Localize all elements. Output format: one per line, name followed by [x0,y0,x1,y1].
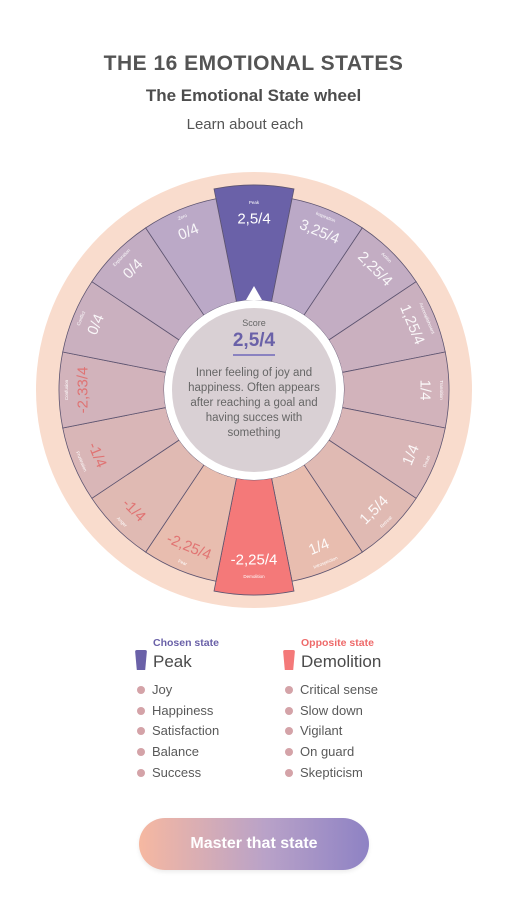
chosen-state-name: Peak [153,652,192,671]
trait-label: Success [152,764,202,780]
trait-label: Satisfaction [152,723,220,739]
trait-label: On guard [300,744,355,760]
master-state-button[interactable]: Master that state [139,818,369,870]
trait-label: Vigilant [300,723,343,739]
learn-link[interactable]: Learn about each [186,116,304,133]
wheel-graphic: 2,5/4Peak3,25/4Inspiration2,25/4Action1,… [36,172,472,608]
opposite-state-name: Demolition [301,652,382,671]
segment-name: Doubt [422,454,432,468]
trait-label: Happiness [152,702,214,718]
bullet-icon [285,748,293,757]
segment-name: Fear [177,558,188,566]
list-item: Joy [135,682,219,703]
wheel-segment [213,184,295,303]
bullet-icon [285,727,293,736]
bullet-icon [285,706,293,715]
chosen-traits-list: Joy Happiness Satisfaction Balance Succe… [135,682,219,785]
segment-score: 0/4 [84,312,108,338]
score-value: 2,5/4 [232,330,276,356]
chosen-kicker: Chosen state [153,637,219,649]
bullet-icon [137,686,145,694]
opposite-state: Opposite state Demolition Critical sense… [283,634,382,785]
trait-label: Critical sense [300,682,379,697]
segment-name: Confusion [64,379,69,400]
pointer-icon [246,286,262,300]
list-item: Critical sense [283,682,378,703]
list-item: Success [135,765,219,786]
trait-label: Skepticism [300,764,363,780]
page-subtitle: The Emotional State wheel [145,86,362,105]
list-item: On guard [283,744,378,765]
score-label: Score [242,318,266,328]
bullet-icon [137,748,145,757]
opposite-kicker: Opposite state [301,637,374,649]
segment-score: 1/4 [306,535,332,559]
list-item: Happiness [135,703,219,724]
center-score-card: Score 2,5/4 Inner feeling of joy and hap… [175,318,333,458]
bullet-icon [285,768,293,777]
list-item: Satisfaction [135,723,219,744]
list-item: Skepticism [283,765,378,786]
trait-label: Balance [152,744,199,760]
opposite-traits-list: Critical sense Slow down Vigilant On gua… [283,682,378,785]
trait-label: Joy [152,682,173,697]
segment-score: -2,25/4 [231,551,278,568]
center-disc [172,308,336,472]
segment-score: 1/4 [399,442,423,468]
bullet-icon [137,706,145,715]
segment-name: Conflict [76,310,87,326]
segment-score: 2,5/4 [237,210,270,227]
emotional-state-wheel: 2,5/4 Peak 3,25/4 Inspiration 2,25/4 Action 1,… [0,150,507,620]
page-title: THE 16 EMOTIONAL STATES [103,52,404,75]
chosen-state: Chosen state Peak Joy Happiness Satisfac… [135,634,219,785]
segment-name: Zero [177,213,188,221]
trait-label: Slow down [300,702,363,718]
list-item: Slow down [283,703,378,724]
segment-score: 0/4 [176,220,202,244]
opposite-cup-icon [283,650,295,670]
chosen-cup-icon [135,650,147,670]
segment-name: Transition [439,380,444,400]
wheel-segment [213,477,295,596]
list-item: Balance [135,744,219,765]
bullet-icon [137,768,145,777]
segment-score: 1/4 [417,380,434,401]
state-description: Inner feeling of joy and happiness. Ofte… [188,367,320,439]
segment-score: -2,33/4 [74,367,91,414]
segment-name: Peak [249,200,260,205]
bullet-icon [285,686,293,694]
segment-name: Demolition [243,574,265,579]
bullet-icon [137,727,145,736]
list-item: Vigilant [283,723,378,744]
